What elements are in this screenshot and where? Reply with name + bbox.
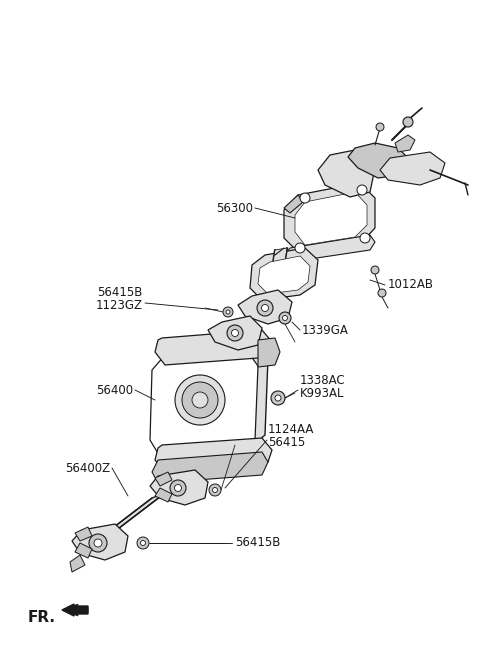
Circle shape <box>231 329 239 337</box>
Circle shape <box>279 312 291 324</box>
Circle shape <box>271 391 285 405</box>
Circle shape <box>257 300 273 316</box>
Circle shape <box>295 243 305 253</box>
Text: 56415B: 56415B <box>97 286 143 299</box>
Polygon shape <box>230 320 248 345</box>
Polygon shape <box>250 248 318 300</box>
Circle shape <box>283 316 288 321</box>
Polygon shape <box>150 348 258 460</box>
Circle shape <box>209 484 221 496</box>
Polygon shape <box>258 338 280 367</box>
Text: 1124AA: 1124AA <box>268 423 314 436</box>
Circle shape <box>371 266 379 274</box>
Polygon shape <box>348 143 410 178</box>
FancyArrow shape <box>62 604 88 616</box>
Circle shape <box>182 382 218 418</box>
Text: 56400Z: 56400Z <box>65 462 110 474</box>
Text: 56400: 56400 <box>96 384 133 396</box>
Polygon shape <box>258 256 310 294</box>
Circle shape <box>223 307 233 317</box>
Polygon shape <box>150 470 208 505</box>
Circle shape <box>227 325 243 341</box>
Text: 56415B: 56415B <box>235 537 280 550</box>
Text: FR.: FR. <box>28 611 56 626</box>
Polygon shape <box>284 195 303 213</box>
Circle shape <box>262 304 268 312</box>
Polygon shape <box>155 330 272 365</box>
Polygon shape <box>97 493 165 540</box>
Circle shape <box>360 233 370 243</box>
Text: 1123GZ: 1123GZ <box>96 299 143 312</box>
Polygon shape <box>395 135 415 152</box>
Text: 1339GA: 1339GA <box>302 323 349 337</box>
Polygon shape <box>283 235 375 262</box>
Polygon shape <box>75 527 92 541</box>
Circle shape <box>275 395 281 401</box>
Circle shape <box>94 539 102 547</box>
Polygon shape <box>75 543 92 558</box>
Circle shape <box>357 185 367 195</box>
Polygon shape <box>155 472 172 486</box>
Circle shape <box>300 193 310 203</box>
Polygon shape <box>155 438 272 472</box>
Polygon shape <box>155 488 172 502</box>
Polygon shape <box>62 604 88 616</box>
Text: 1338AC: 1338AC <box>300 374 346 387</box>
Circle shape <box>376 123 384 131</box>
Polygon shape <box>318 150 375 197</box>
Polygon shape <box>70 555 85 572</box>
Polygon shape <box>238 290 292 324</box>
Text: 1012AB: 1012AB <box>388 279 434 291</box>
Circle shape <box>175 375 225 425</box>
Polygon shape <box>284 183 375 252</box>
Circle shape <box>403 117 413 127</box>
Circle shape <box>170 480 186 496</box>
Polygon shape <box>268 248 287 295</box>
Circle shape <box>141 541 145 546</box>
Polygon shape <box>295 192 367 245</box>
Circle shape <box>89 534 107 552</box>
Polygon shape <box>152 452 268 483</box>
Circle shape <box>378 289 386 297</box>
Text: 56300: 56300 <box>216 201 253 215</box>
Text: 56415: 56415 <box>268 436 305 449</box>
Circle shape <box>213 487 217 493</box>
Circle shape <box>175 485 181 491</box>
Circle shape <box>192 392 208 408</box>
Polygon shape <box>380 152 445 185</box>
Text: K993AL: K993AL <box>300 387 345 400</box>
Circle shape <box>137 537 149 549</box>
Polygon shape <box>208 316 262 350</box>
Polygon shape <box>158 338 268 455</box>
Polygon shape <box>72 524 128 560</box>
Circle shape <box>226 310 230 314</box>
